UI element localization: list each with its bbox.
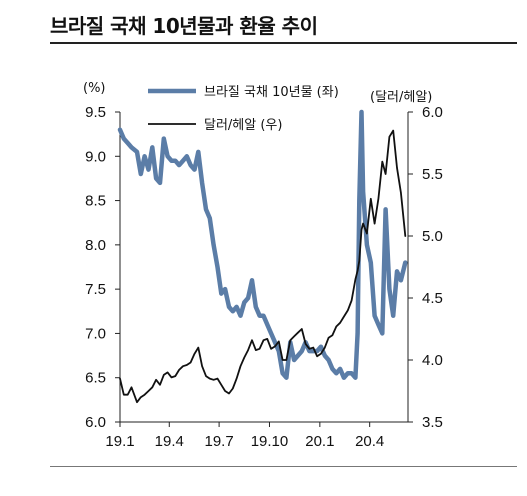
left-axis: 9.5 9.0 8.5 8.0 7.5 7.0 6.5 6.0 (85, 104, 120, 431)
left-tick-label: 8.5 (85, 193, 106, 210)
right-tick-label: 5.0 (422, 228, 443, 245)
right-tick-label: 4.5 (422, 290, 443, 307)
right-axis-unit: (달러/헤알) (370, 90, 432, 105)
right-axis: 6.0 5.5 5.0 4.5 4.0 3.5 (408, 104, 443, 431)
left-tick-label: 6.5 (85, 370, 106, 387)
left-tick-label: 7.0 (85, 325, 106, 342)
left-tick-label: 7.5 (85, 281, 106, 298)
legend-label-bond: 브라질 국채 10년물 (좌) (204, 85, 339, 100)
x-tick-label: 19.10 (251, 433, 289, 450)
right-tick-label: 3.5 (422, 414, 443, 431)
chart-title: 브라질 국채 10년물과 환율 추이 (50, 14, 318, 38)
x-tick-label: 20.1 (305, 433, 334, 450)
x-tick-label: 19.4 (155, 433, 184, 450)
right-tick-label: 5.5 (422, 166, 443, 183)
legend: 브라질 국채 10년물 (좌) 달러/헤알 (우) (148, 85, 339, 133)
legend-label-fx: 달러/헤알 (우) (204, 118, 282, 133)
left-tick-label: 9.0 (85, 148, 106, 165)
right-tick-label: 6.0 (422, 104, 443, 121)
x-tick-label: 20.4 (355, 433, 384, 450)
left-axis-unit: (%) (83, 81, 106, 96)
left-tick-label: 6.0 (85, 414, 106, 431)
footer-divider (50, 466, 517, 467)
title-divider (50, 42, 517, 44)
left-tick-label: 8.0 (85, 237, 106, 254)
series-line-bond-yield (117, 109, 408, 380)
x-axis: 19.1 19.4 19.7 19.10 20.1 20.4 (105, 422, 384, 450)
series-lines (117, 109, 408, 404)
right-tick-label: 4.0 (422, 352, 443, 369)
series-line-usd-brl (119, 129, 407, 404)
plot-frame (119, 112, 409, 423)
left-tick-label: 9.5 (85, 104, 106, 121)
x-tick-label: 19.7 (205, 433, 234, 450)
x-tick-label: 19.1 (105, 433, 134, 450)
